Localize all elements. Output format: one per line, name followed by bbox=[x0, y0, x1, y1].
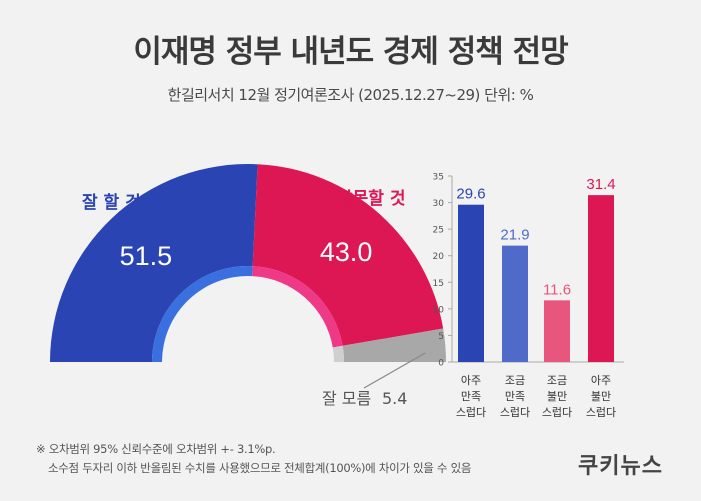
x-tick-label: 아주 bbox=[461, 374, 481, 387]
x-tick-label: 스럽다 bbox=[542, 405, 572, 419]
brand-logo: 쿠키뉴스 bbox=[578, 454, 663, 479]
x-tick-label: 불만 bbox=[547, 390, 567, 403]
bar-4 bbox=[588, 195, 614, 362]
slice-unknown bbox=[342, 328, 446, 362]
y-tick-label: 20 bbox=[433, 252, 445, 262]
value-label-good: 51.5 bbox=[120, 241, 173, 271]
y-tick-label: 0 bbox=[438, 359, 444, 369]
bar-2 bbox=[502, 245, 528, 362]
y-tick-label: 25 bbox=[433, 226, 444, 236]
bar-value-label: 11.6 bbox=[543, 281, 571, 298]
category-label-good: 잘 할 것 bbox=[82, 192, 141, 213]
footnote-margin-of-error: ※ 오차범위 95% 신뢰수준에 오차범위 +- 3.1%p. bbox=[36, 442, 276, 456]
bar-value-label: 29.6 bbox=[456, 186, 485, 203]
x-tick-label: 만족 bbox=[505, 390, 525, 403]
y-tick-label: 10 bbox=[433, 305, 445, 315]
bar-3 bbox=[544, 300, 570, 362]
value-label-bad: 43.0 bbox=[320, 237, 373, 267]
value-label-unknown: 5.4 bbox=[382, 389, 407, 408]
x-tick-label: 불만 bbox=[591, 390, 611, 403]
slice-bad bbox=[252, 164, 444, 346]
slice-good bbox=[50, 164, 258, 362]
bar-value-label: 31.4 bbox=[586, 176, 615, 193]
y-tick-label: 35 bbox=[433, 173, 444, 183]
x-tick-label: 아주 bbox=[591, 374, 611, 387]
category-label-unknown: 잘 모름 bbox=[322, 389, 371, 408]
slice-bad-inner-ring bbox=[252, 266, 343, 348]
x-tick-label: 조금 bbox=[547, 374, 567, 387]
bar-1 bbox=[458, 204, 484, 362]
chart-title: 이재명 정부 내년도 경제 정책 전망 bbox=[133, 34, 568, 70]
leader-line-bad bbox=[357, 211, 416, 264]
slice-good-inner-ring bbox=[152, 265, 253, 362]
y-tick-label: 30 bbox=[433, 199, 445, 209]
leader-line-good bbox=[127, 183, 173, 217]
bar-value-label: 21.9 bbox=[500, 227, 529, 244]
x-tick-label: 만족 bbox=[461, 390, 481, 403]
slice-unknown-inner-ring bbox=[332, 345, 344, 362]
leader-line-unknown bbox=[363, 352, 426, 389]
x-tick-label: 스럽다 bbox=[586, 405, 616, 419]
x-tick-label: 스럽다 bbox=[456, 405, 486, 419]
y-tick-label: 15 bbox=[433, 279, 444, 289]
x-tick-label: 조금 bbox=[505, 374, 525, 387]
chart-subtitle: 한길리서치 12월 정기여론조사 (2025.12.27~29) 단위: % bbox=[167, 86, 534, 104]
footnote-rounding: 소수점 두자리 이하 반올림된 수치를 사용했으므로 전체합계(100%)에 차… bbox=[48, 461, 472, 475]
category-label-bad: 잘못할 것 bbox=[337, 188, 405, 209]
y-tick-label: 5 bbox=[438, 332, 444, 342]
x-tick-label: 스럽다 bbox=[500, 405, 530, 419]
